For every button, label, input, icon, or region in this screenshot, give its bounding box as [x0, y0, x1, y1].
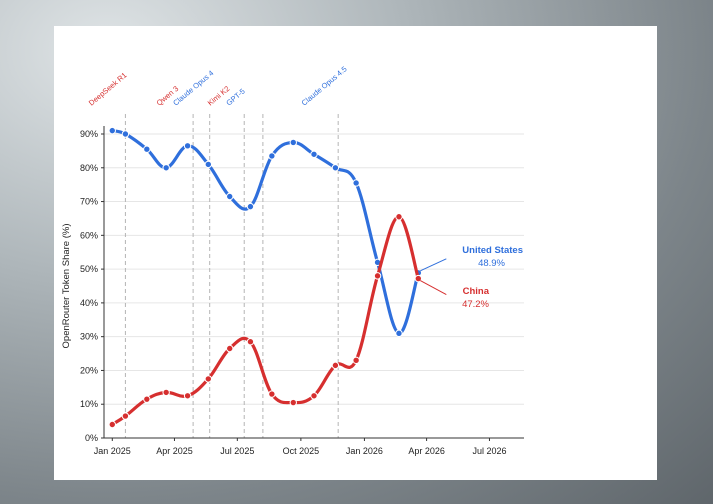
y-tick-label: 10% [80, 399, 98, 409]
data-point [310, 392, 318, 400]
x-tick-label: Apr 2025 [156, 446, 193, 456]
data-point [162, 388, 170, 397]
y-tick-label: 90% [80, 129, 98, 139]
data-point [183, 142, 192, 150]
data-point [352, 356, 360, 365]
data-point [310, 150, 318, 158]
data-point [183, 392, 192, 400]
x-tick-label: Jul 2025 [220, 446, 254, 456]
data-point [414, 274, 423, 283]
x-tick-label: Jul 2026 [472, 446, 506, 456]
y-tick-label: 50% [80, 264, 98, 274]
data-point [331, 361, 340, 370]
labels: United States 48.9% China 47.2% [420, 245, 523, 310]
data-point [121, 412, 130, 420]
data-point [352, 179, 360, 187]
data-point [289, 138, 297, 147]
data-point [204, 160, 213, 169]
series-end-name: China [463, 286, 490, 297]
data-point [204, 375, 213, 383]
data-point [226, 192, 234, 201]
series-end-value: 48.9% [478, 258, 505, 269]
axes: 0% 10% 20% 30% 40% 50% 60% 70% 80% 90% Jan 2025 Apr… [61, 126, 524, 456]
grid [104, 133, 524, 405]
data-point [289, 398, 297, 407]
data-point [268, 390, 276, 398]
leader-line [420, 280, 447, 296]
y-tick-label: 80% [80, 163, 98, 173]
series-group [108, 126, 423, 429]
y-tick-label: 30% [80, 332, 98, 342]
data-point [331, 164, 340, 172]
y-axis-label: OpenRouter Token Share (%) [61, 224, 72, 349]
y-tick-label: 40% [80, 298, 98, 308]
series-line [110, 129, 420, 335]
x-tick-label: Oct 2025 [283, 446, 320, 456]
data-point [395, 213, 403, 221]
series-end-name: United States [462, 245, 523, 256]
data-point [395, 329, 403, 337]
data-point [121, 130, 130, 138]
series-line [110, 215, 420, 427]
x-tick-label: Jan 2025 [94, 446, 131, 456]
series-end-value: 47.2% [462, 299, 489, 310]
data-point [268, 152, 276, 160]
y-tick-label: 70% [80, 197, 98, 207]
data-point [226, 344, 234, 353]
data-point [246, 202, 255, 211]
data-point [373, 272, 382, 280]
event-label: DeepSeek R1 [87, 71, 129, 108]
leader-line [420, 258, 447, 272]
x-tick-label: Apr 2026 [408, 446, 445, 456]
y-tick-label: 0% [85, 433, 98, 443]
data-point [108, 420, 116, 429]
data-point [108, 126, 116, 135]
y-tick-label: 20% [80, 365, 98, 375]
data-point [162, 164, 170, 172]
x-tick-label: Jan 2026 [346, 446, 383, 456]
event-label: Claude Opus 4.5 [300, 64, 349, 107]
data-point [246, 338, 255, 346]
chart-card: DeepSeek R1 Qwen 3 Claude Opus 4 Kimi K2 GPT… [54, 26, 657, 480]
data-point [143, 395, 151, 403]
y-tick-label: 60% [80, 230, 98, 240]
data-point [143, 145, 151, 153]
